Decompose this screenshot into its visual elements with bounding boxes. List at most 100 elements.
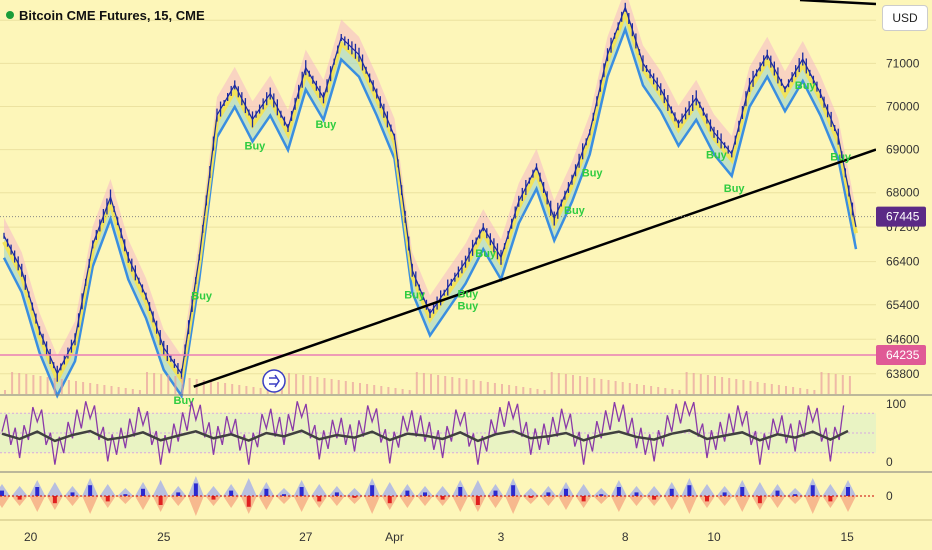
histogram-triangle-up bbox=[469, 480, 486, 496]
histogram-bar bbox=[846, 487, 850, 496]
volume-bar bbox=[46, 377, 49, 394]
histogram-bar bbox=[511, 485, 516, 496]
histogram-bar bbox=[299, 487, 304, 496]
histogram-bar bbox=[775, 490, 780, 496]
volume-bar bbox=[522, 387, 525, 394]
volume-bar bbox=[614, 381, 617, 394]
buy-signal-label: Buy bbox=[795, 80, 817, 92]
histogram-triangle-down bbox=[311, 496, 328, 508]
time-tick-label: 25 bbox=[157, 530, 171, 544]
histogram-bar bbox=[546, 492, 551, 496]
volume-bar bbox=[138, 390, 141, 394]
volume-bar bbox=[593, 378, 596, 394]
histogram-triangle-up bbox=[646, 486, 663, 496]
buy-signal-label: Buy bbox=[706, 149, 728, 161]
volume-bar bbox=[337, 380, 340, 394]
volume-bar bbox=[501, 384, 503, 394]
volume-bar bbox=[103, 385, 106, 394]
histogram-triangle-down bbox=[610, 496, 627, 512]
volume-bar bbox=[841, 375, 844, 394]
volume-bar bbox=[316, 377, 319, 394]
histogram-bar bbox=[35, 487, 40, 496]
support-price-tag-text: 64235 bbox=[886, 348, 920, 362]
oscillator-signal-line bbox=[1, 429, 849, 443]
volume-bar bbox=[635, 384, 638, 394]
currency-button[interactable]: USD bbox=[882, 5, 928, 31]
replay-icon[interactable] bbox=[262, 369, 286, 393]
histogram-bar bbox=[528, 496, 533, 498]
histogram-bar bbox=[581, 496, 586, 502]
volume-bar bbox=[777, 385, 780, 394]
volume-bar bbox=[344, 381, 347, 394]
volume-bar bbox=[380, 386, 383, 394]
volume-bar bbox=[67, 380, 70, 394]
histogram-bar bbox=[141, 488, 145, 496]
volume-bar bbox=[245, 386, 248, 394]
buy-signal-label: Buy bbox=[564, 205, 586, 217]
volume-bar bbox=[209, 381, 212, 394]
histogram-bar bbox=[246, 496, 251, 507]
volume-bar bbox=[323, 378, 326, 394]
volume-bar bbox=[848, 376, 851, 394]
histogram-triangle-down bbox=[769, 496, 786, 508]
volume-bar bbox=[351, 382, 354, 394]
histogram-bar bbox=[88, 485, 93, 496]
histogram-bar bbox=[669, 488, 674, 496]
histogram-triangle-down bbox=[628, 496, 645, 506]
histogram-triangle-up bbox=[276, 488, 292, 496]
time-tick-label: 10 bbox=[707, 530, 721, 544]
moving-average-ribbon bbox=[2, 7, 858, 386]
volume-bar bbox=[607, 380, 610, 394]
live-status-icon bbox=[6, 11, 14, 19]
volume-bar bbox=[621, 382, 624, 394]
volume-bar bbox=[181, 377, 184, 394]
histogram-bar bbox=[334, 492, 339, 496]
histogram-triangle-up bbox=[434, 486, 451, 496]
histogram-triangle-down bbox=[399, 496, 416, 508]
histogram-triangle-down bbox=[328, 496, 345, 506]
histogram-bar bbox=[387, 496, 392, 504]
histogram-triangle-down bbox=[787, 496, 804, 504]
histogram-bar bbox=[810, 485, 815, 496]
histogram-bar bbox=[828, 496, 833, 502]
volume-bar bbox=[557, 373, 560, 394]
histogram-bar bbox=[599, 494, 604, 496]
volume-bar bbox=[749, 381, 752, 394]
histogram-triangle-up bbox=[769, 484, 786, 496]
support-cloud bbox=[4, 9, 856, 396]
histogram-triangle-up bbox=[822, 484, 839, 496]
histogram-pane: 0 bbox=[0, 476, 893, 516]
histogram-triangle-down bbox=[346, 496, 363, 504]
histogram-bar bbox=[317, 496, 322, 502]
volume-bar bbox=[643, 385, 645, 394]
replay-icon-arrow bbox=[269, 374, 280, 388]
histogram-bar bbox=[564, 488, 568, 496]
volume-bar bbox=[600, 379, 603, 394]
time-tick-label: 15 bbox=[840, 530, 854, 544]
volume-bar bbox=[735, 379, 738, 394]
histogram-triangle-up bbox=[311, 484, 328, 496]
histogram-triangle-down bbox=[223, 496, 240, 508]
histogram-bar bbox=[352, 496, 357, 498]
histogram-bar bbox=[423, 492, 427, 496]
volume-bar bbox=[792, 387, 795, 394]
histogram-bar bbox=[282, 494, 286, 496]
histogram-triangle-down bbox=[822, 496, 839, 508]
histogram-bar bbox=[193, 483, 198, 496]
volume-bar bbox=[415, 372, 418, 394]
histogram-triangle-down bbox=[804, 496, 821, 514]
volume-bar bbox=[131, 389, 134, 394]
volume-bar bbox=[266, 389, 269, 394]
histogram-triangle-up bbox=[787, 488, 804, 496]
histogram-triangle-up bbox=[699, 484, 715, 496]
support-price-tag-bg bbox=[876, 345, 926, 366]
histogram-triangle-down bbox=[452, 496, 469, 512]
trendline bbox=[193, 148, 877, 388]
histogram-triangle-down bbox=[681, 496, 698, 514]
histogram-triangle-down bbox=[187, 496, 204, 516]
price-tick-label: 65400 bbox=[886, 298, 920, 312]
volume-bar bbox=[671, 389, 674, 394]
histogram-triangle-up bbox=[64, 486, 81, 496]
